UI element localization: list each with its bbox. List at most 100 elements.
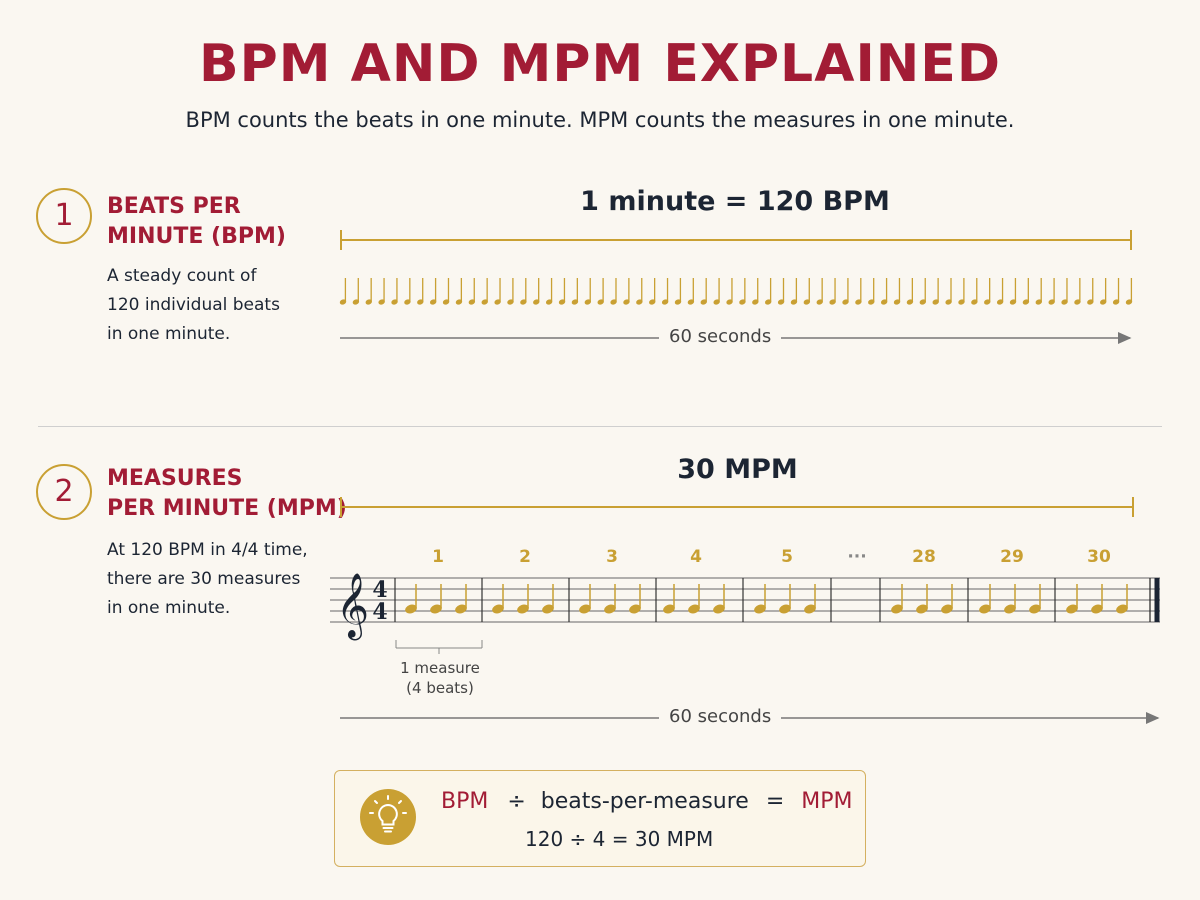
measure-note bbox=[754, 584, 766, 614]
beat-note bbox=[868, 278, 875, 305]
section-divider bbox=[38, 426, 1162, 427]
beat-note bbox=[661, 278, 669, 305]
beat-note bbox=[468, 278, 476, 305]
formula-example: 120 ÷ 4 = 30 MPM bbox=[525, 827, 714, 851]
section-description: A steady count of 120 individual beats i… bbox=[107, 262, 280, 349]
measure-note bbox=[579, 584, 591, 614]
beat-note bbox=[674, 278, 682, 305]
beat-note bbox=[584, 278, 592, 305]
beat-note bbox=[494, 278, 501, 305]
measure-note bbox=[804, 584, 816, 614]
measure-note bbox=[979, 584, 991, 614]
measure-note bbox=[779, 584, 791, 614]
beat-note bbox=[713, 278, 720, 305]
measure-note bbox=[713, 584, 725, 614]
measure-note bbox=[492, 584, 504, 614]
beat-note bbox=[906, 278, 914, 305]
measure-number: 28 bbox=[912, 547, 936, 567]
beat-note bbox=[404, 278, 411, 305]
beat-note bbox=[429, 278, 437, 305]
beat-note bbox=[339, 278, 347, 305]
beat-note bbox=[726, 278, 733, 305]
beat-note bbox=[481, 278, 488, 305]
beat-note bbox=[1100, 278, 1107, 305]
beat-note bbox=[893, 278, 901, 305]
beat-note bbox=[610, 278, 617, 305]
beat-note bbox=[365, 278, 372, 305]
beat-note bbox=[1112, 278, 1120, 305]
beat-note bbox=[1009, 278, 1017, 305]
beat-note bbox=[700, 278, 708, 305]
measure-note bbox=[916, 584, 928, 614]
beat-note bbox=[1035, 278, 1043, 305]
beat-note bbox=[545, 278, 553, 305]
beat-note bbox=[597, 278, 604, 305]
time-signature-top: 4 bbox=[372, 577, 387, 603]
beat-note bbox=[752, 278, 759, 305]
measure-note bbox=[629, 584, 641, 614]
beat-note bbox=[442, 278, 450, 305]
beat-note bbox=[391, 278, 398, 305]
description-line: 120 individual beats bbox=[107, 295, 280, 315]
formula-equals-sign: = bbox=[765, 789, 785, 814]
mpm-span-bracket bbox=[340, 497, 1134, 517]
beat-note bbox=[417, 278, 424, 305]
description-line: there are 30 measures bbox=[107, 569, 301, 589]
beat-note bbox=[919, 278, 927, 305]
beat-note bbox=[1125, 278, 1133, 305]
description-line: At 120 BPM in 4/4 time, bbox=[107, 540, 308, 560]
beat-note bbox=[623, 278, 630, 305]
measure-note bbox=[663, 584, 675, 614]
beat-note bbox=[1074, 278, 1081, 305]
mpm-duration-label: 60 seconds bbox=[659, 706, 782, 727]
section-heading-line: PER MINUTE (MPM) bbox=[107, 496, 347, 521]
bpm-span-bracket bbox=[340, 230, 1132, 250]
beat-note bbox=[520, 278, 527, 305]
treble-clef-icon: 𝄞 bbox=[336, 573, 369, 640]
measure-note bbox=[688, 584, 700, 614]
measure-note bbox=[1116, 584, 1128, 614]
measure-note bbox=[430, 584, 442, 614]
section-heading-line: MINUTE (BPM) bbox=[107, 224, 286, 249]
formula-divide-sign: ÷ bbox=[507, 789, 526, 814]
measure-note bbox=[604, 584, 616, 614]
measure-label: 1 measure (4 beats) bbox=[392, 658, 488, 698]
measure-note bbox=[941, 584, 953, 614]
mpm-row-title: 30 MPM bbox=[677, 454, 798, 485]
measure-note bbox=[1091, 584, 1103, 614]
music-staff: 𝄞 441 2 3 4 5 ··· 28 29 30 bbox=[330, 547, 1160, 640]
measure-number: 29 bbox=[1000, 547, 1024, 567]
beat-notes bbox=[339, 278, 1133, 305]
beat-note bbox=[1048, 278, 1055, 305]
measure-note bbox=[517, 584, 529, 614]
beat-note bbox=[687, 278, 695, 305]
beat-note bbox=[958, 278, 965, 305]
measure-number: 4 bbox=[690, 547, 702, 567]
measure-note bbox=[405, 584, 417, 614]
measure-number: 2 bbox=[519, 547, 531, 567]
measure-number: 1 bbox=[432, 547, 444, 567]
measure-note bbox=[1066, 584, 1078, 614]
section-number-badge: 1 bbox=[36, 188, 92, 244]
beat-note bbox=[636, 278, 643, 305]
measure-note bbox=[1004, 584, 1016, 614]
beat-note bbox=[932, 278, 939, 305]
section-heading: BEATS PER MINUTE (BPM) bbox=[107, 192, 286, 252]
formula-box: BPM ÷ beats-per-measure = MPM 120 ÷ 4 = … bbox=[334, 770, 866, 867]
section-heading-line: MEASURES bbox=[107, 466, 243, 491]
beat-note bbox=[571, 278, 579, 305]
beat-note bbox=[842, 278, 849, 305]
beat-note bbox=[880, 278, 888, 305]
measure-note bbox=[455, 584, 467, 614]
description-line: A steady count of bbox=[107, 266, 257, 286]
beat-note bbox=[1061, 278, 1068, 305]
measure-number: 3 bbox=[606, 547, 618, 567]
beat-note bbox=[764, 278, 772, 305]
beat-note bbox=[971, 278, 978, 305]
beat-note bbox=[803, 278, 811, 305]
formula-beats-term: beats-per-measure bbox=[540, 789, 749, 814]
beat-note bbox=[855, 278, 862, 305]
description-line: in one minute. bbox=[107, 598, 231, 618]
beat-note bbox=[649, 278, 656, 305]
measure-span-bracket bbox=[395, 640, 483, 654]
